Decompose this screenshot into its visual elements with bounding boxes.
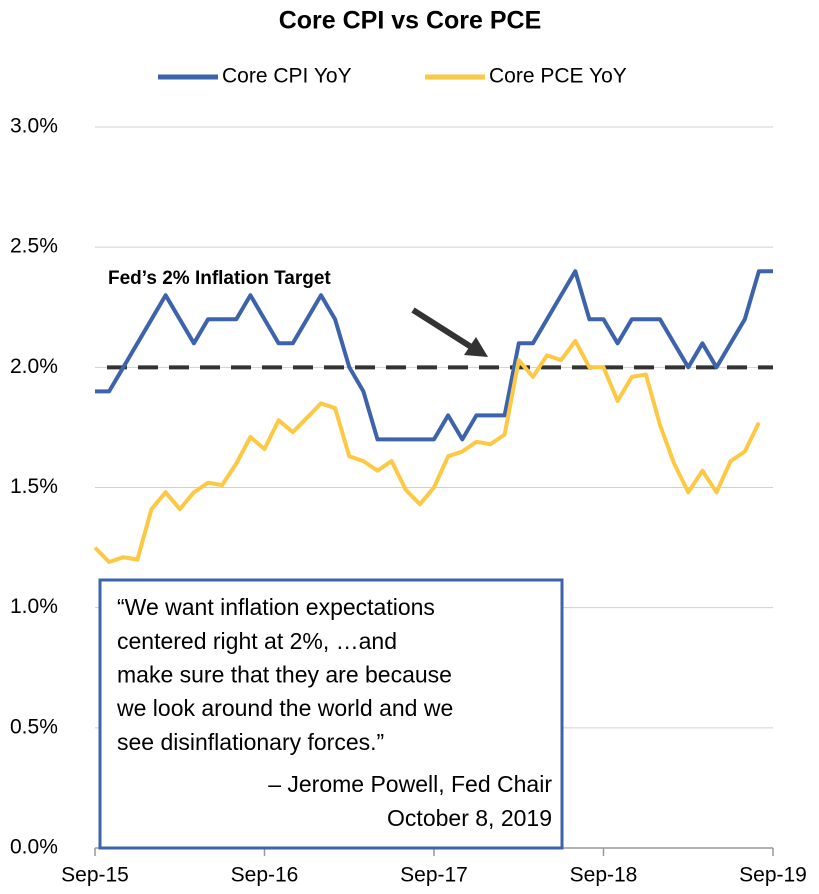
x-tick-label: Sep-15 [61,864,129,887]
y-tick-label: 1.0% [10,595,58,618]
legend-label: Core CPI YoY [222,65,352,88]
y-tick-label: 0.5% [10,715,58,738]
quote-line: we look around the world and we [116,695,453,721]
x-tick-label: Sep-18 [570,864,638,887]
x-tick-label: Sep-17 [400,864,468,887]
y-tick-label: 1.5% [10,475,58,498]
quote-attribution: October 8, 2019 [387,805,552,831]
series-line [95,269,773,442]
x-tick-label: Sep-19 [739,864,807,887]
y-tick-label: 3.0% [10,115,58,138]
quote-line: make sure that they are because [117,661,452,687]
target-label: Fed’s 2% Inflation Target [108,268,331,289]
legend-label: Core PCE YoY [489,65,627,88]
series-line [93,338,761,564]
quote-box [98,578,564,850]
chart-title: Core CPI vs Core PCE [279,7,542,35]
quote-line: “We want inflation expectations [117,594,435,620]
y-tick-label: 2.0% [10,355,58,378]
x-tick-label: Sep-16 [231,864,299,887]
annotation-arrow [411,307,478,353]
quote-attribution: – Jerome Powell, Fed Chair [268,771,552,797]
arrow-head [464,337,488,357]
y-tick-label: 0.0% [10,836,58,859]
quote-line: see disinflationary forces.” [117,729,384,755]
quote-line: centered right at 2%, …and [117,628,397,654]
y-tick-label: 2.5% [10,235,58,258]
